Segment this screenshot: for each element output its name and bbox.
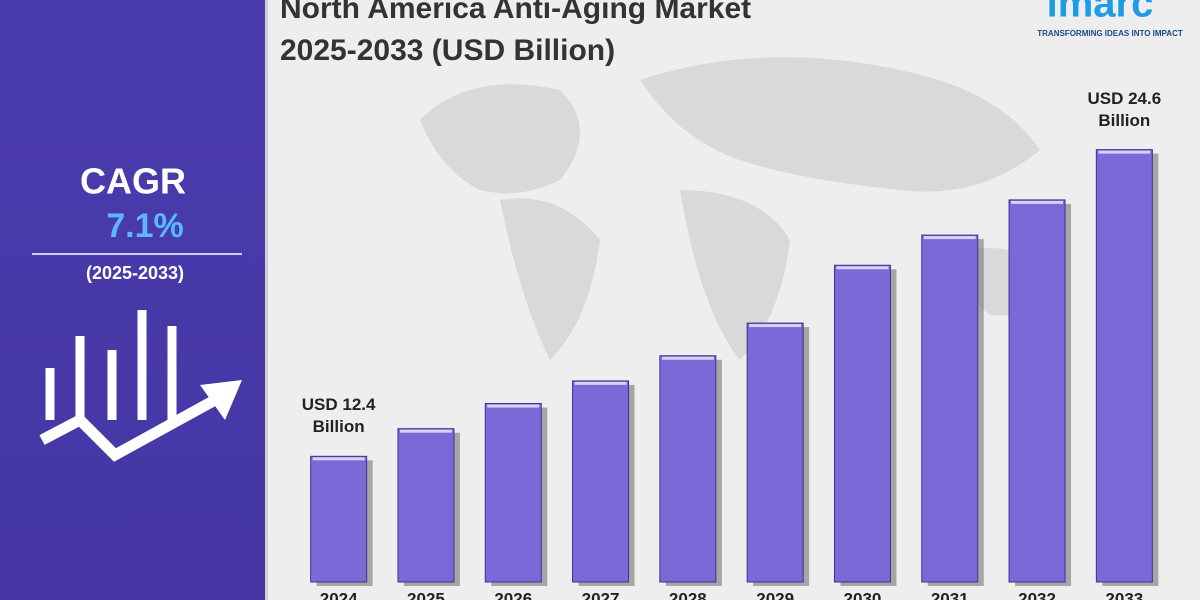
bar-highlight [312,457,365,461]
map-background [420,57,1060,360]
chart-subtitle: 2025-2033 (USD Billion) [280,34,615,67]
bar [397,428,455,583]
value-label: USD 24.6 Billion [1087,88,1162,130]
bar [310,455,368,583]
x-tick-label: 2024 [320,589,358,600]
bar [746,322,804,583]
sidebar [0,0,265,600]
bar [921,234,979,583]
logo: imarc [1047,0,1154,26]
bar-highlight [1098,150,1151,154]
sidebar-edge [265,0,268,600]
bar-highlight [574,381,627,385]
cagr-value: 7.1% [106,207,184,245]
chart-title: North America Anti-Aging Market [280,0,751,25]
bar [484,403,542,583]
bar [1008,199,1066,583]
x-tick-label: 2030 [844,589,882,600]
bar-highlight [487,404,540,408]
growth-arrow [200,380,242,420]
x-tick-label: 2026 [494,589,532,600]
x-tick-label: 2031 [931,589,969,600]
logo-tagline: TRANSFORMING IDEAS INTO IMPACT [1037,29,1183,38]
bar-highlight [661,356,714,360]
x-tick-label: 2027 [582,589,620,600]
bar [833,264,891,583]
x-tick-label: 2033 [1105,589,1143,600]
value-label: USD 12.4 Billion [301,395,376,437]
bar-highlight [749,324,802,328]
x-tick-label: 2025 [407,589,445,600]
bar-highlight [1011,200,1064,204]
cagr-label: CAGR [80,161,186,202]
bar [1095,149,1153,583]
x-tick-label: 2032 [1018,589,1056,600]
bar [659,355,717,583]
growth-icon [39,310,218,462]
bar [572,380,630,583]
bar-highlight [923,236,976,240]
bar-highlight [836,266,889,270]
x-tick-label: 2029 [756,589,794,600]
bar-highlight [399,429,452,433]
cagr-period: (2025-2033) [86,263,184,283]
x-tick-label: 2028 [669,589,707,600]
